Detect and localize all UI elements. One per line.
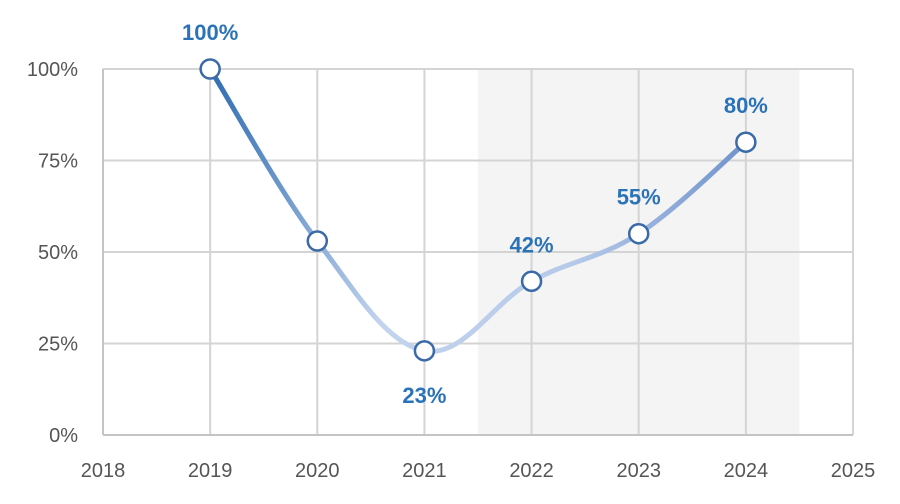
x-tick-label: 2019 bbox=[188, 460, 233, 482]
y-tick-label: 75% bbox=[38, 151, 78, 173]
data-point bbox=[735, 131, 757, 153]
data-label: 100% bbox=[182, 20, 238, 45]
data-point bbox=[199, 58, 221, 80]
axes bbox=[102, 69, 853, 436]
data-label: 23% bbox=[402, 383, 446, 408]
data-label: 55% bbox=[617, 185, 661, 210]
y-tick-label: 100% bbox=[27, 59, 78, 81]
x-tick-label: 2025 bbox=[831, 460, 876, 482]
data-point bbox=[627, 222, 650, 245]
data-point bbox=[306, 230, 329, 252]
x-tick-label: 2021 bbox=[402, 460, 447, 482]
grid bbox=[103, 68, 854, 435]
y-tick-label: 50% bbox=[38, 242, 78, 264]
x-tick-label: 2022 bbox=[509, 460, 554, 482]
y-tick-label: 25% bbox=[38, 334, 78, 356]
y-tick-label: 0% bbox=[49, 425, 78, 447]
y-tick-labels: 0% 25% 50% 75% 100% bbox=[27, 59, 78, 447]
x-tick-label: 2023 bbox=[616, 460, 661, 482]
x-tick-label: 2018 bbox=[81, 460, 126, 482]
data-label: 42% bbox=[510, 232, 554, 257]
data-point bbox=[413, 340, 436, 362]
x-tick-label: 2024 bbox=[724, 460, 769, 482]
data-label: 80% bbox=[724, 93, 768, 118]
data-labels: 100% 23% 42% 55% 80% bbox=[182, 20, 768, 408]
markers bbox=[199, 58, 757, 362]
x-tick-label: 2020 bbox=[295, 460, 340, 482]
x-tick-labels: 2018 2019 2020 2021 2022 2023 2024 2025 bbox=[81, 460, 876, 482]
data-point bbox=[520, 270, 543, 293]
